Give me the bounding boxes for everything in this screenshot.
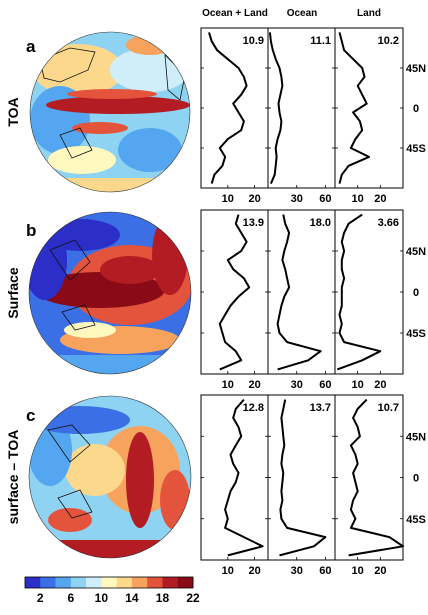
x-tick-label: 10	[352, 379, 364, 391]
zonal-mean-profiles: 10 20 10.9 30 60 11.1 10 20 10.2 10 20 13.9 30 60 18.0…	[200, 27, 404, 577]
colorbar-segment	[177, 577, 194, 588]
colorbar-tick-label: 18	[156, 591, 170, 605]
x-tick-label: 60	[319, 379, 331, 391]
profile-line-c-2	[279, 399, 327, 557]
column-title-land: Land	[357, 8, 381, 19]
latitude-label: 45N	[406, 63, 426, 75]
x-tick-label: 20	[374, 379, 386, 391]
latitude-label: 0	[413, 473, 419, 485]
colorbar-tick-label: 14	[125, 591, 139, 605]
panel-value-label: 10.2	[378, 35, 399, 47]
colorbar-segment	[131, 577, 148, 588]
profile-panel-b-1: 10 20 13.9	[200, 209, 269, 391]
profile-line-c-1	[224, 398, 264, 557]
x-tick-label: 10	[222, 193, 234, 205]
x-tick-label: 30	[291, 193, 303, 205]
panel-value-label: 13.7	[310, 402, 331, 414]
colorbar-tick-label: 6	[67, 591, 74, 605]
x-tick-label: 20	[248, 193, 260, 205]
x-tick-label: 20	[374, 193, 386, 205]
row-label-toa: TOA	[5, 97, 21, 126]
colorbar-segment	[86, 577, 102, 588]
globe-map-b	[28, 211, 192, 375]
row-label-surface-minus-toa: surface – TOA	[5, 430, 21, 525]
colorbar-tick-label: 10	[95, 591, 109, 605]
profile-line-b-3	[336, 213, 382, 371]
x-tick-label: 30	[291, 379, 303, 391]
panel-letter-a: a	[26, 37, 36, 56]
colorbar-segment	[25, 577, 41, 588]
panel-frame	[334, 209, 404, 375]
profile-panel-a-2: 30 60 11.1	[267, 27, 336, 205]
x-tick-label: 10	[352, 193, 364, 205]
x-tick-label: 60	[319, 565, 331, 577]
panel-letter-b: b	[26, 221, 36, 240]
colorbar-tick-label: 22	[186, 591, 200, 605]
profile-panel-a-1: 10 20 10.9	[200, 27, 269, 205]
panel-frame	[200, 27, 269, 189]
profile-panel-a-3: 10 20 10.2	[334, 27, 404, 205]
x-tick-label: 10	[352, 565, 364, 577]
colorbar-segment	[40, 577, 56, 588]
profile-line-c-3	[348, 398, 404, 557]
panel-value-label: 18.0	[310, 217, 331, 229]
colorbar-segment	[55, 577, 72, 588]
panel-value-label: 13.9	[243, 217, 264, 229]
panel-value-label: 10.9	[243, 35, 264, 47]
row-label-surface: Surface	[5, 267, 21, 319]
globe-map-c	[28, 395, 192, 559]
profile-line-a-1	[208, 32, 248, 184]
panel-value-label: 12.8	[243, 402, 264, 414]
x-tick-label: 20	[248, 379, 260, 391]
panel-value-label: 10.7	[378, 402, 399, 414]
profile-panel-c-3: 10 20 10.7	[334, 394, 404, 577]
latitude-labels: 45N 0 45S 45N 0 45S 45N 0 45S	[406, 63, 426, 526]
profile-line-a-2	[268, 32, 284, 184]
colorbar-frame	[24, 576, 194, 589]
panel-letter-c: c	[26, 406, 35, 425]
latitude-label: 45S	[406, 143, 426, 155]
column-title-ocean: Ocean	[287, 8, 318, 19]
panel-value-label: 11.1	[310, 35, 331, 47]
x-tick-label: 10	[222, 379, 234, 391]
column-title-ocean-land: Ocean + Land	[202, 8, 268, 19]
x-tick-label: 60	[319, 193, 331, 205]
panel-frame	[334, 394, 404, 561]
profile-panel-c-1: 10 20 12.8	[200, 394, 269, 577]
latitude-label: 45N	[406, 431, 426, 443]
latitude-label: 0	[413, 287, 419, 299]
panel-frame	[267, 394, 336, 561]
colorbar-segment	[101, 577, 117, 588]
colorbar-segment	[70, 577, 87, 588]
latitude-label: 0	[413, 103, 419, 115]
globe-map-a	[29, 31, 191, 193]
colorbar: 2 6 10 14 18 22	[24, 576, 200, 605]
colorbar-tick-label: 2	[37, 591, 44, 605]
profile-panel-b-3: 10 20 3.66	[334, 209, 404, 391]
x-tick-label: 30	[291, 565, 303, 577]
panel-frame	[267, 209, 336, 375]
colorbar-segment	[162, 577, 179, 588]
colorbar-segment	[116, 577, 133, 588]
x-tick-label: 10	[222, 565, 234, 577]
latitude-label: 45S	[406, 514, 426, 526]
profile-line-b-2	[276, 214, 322, 371]
latitude-label: 45S	[406, 328, 426, 340]
colorbar-segment	[147, 577, 163, 588]
panel-value-label: 3.66	[378, 217, 399, 229]
x-tick-label: 20	[374, 565, 386, 577]
profile-panel-b-2: 30 60 18.0	[267, 209, 336, 391]
profile-line-a-3	[338, 32, 370, 184]
profile-panel-c-2: 30 60 13.7	[267, 394, 336, 577]
profile-line-b-1	[218, 214, 251, 371]
x-tick-label: 20	[248, 565, 260, 577]
latitude-label: 45N	[406, 246, 426, 258]
